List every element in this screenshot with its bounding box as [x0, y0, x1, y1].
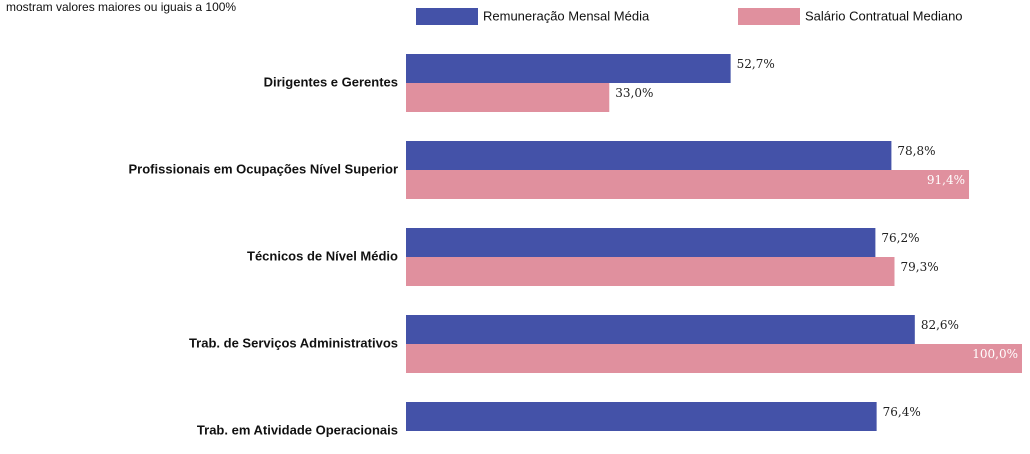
- value-label: 52,7%: [737, 57, 775, 71]
- legend-label: Salário Contratual Mediano: [805, 8, 963, 23]
- category-label: Dirigentes e Gerentes: [264, 74, 398, 89]
- category-label: Trab. de Serviços Administrativos: [189, 335, 398, 350]
- bar: [406, 257, 895, 286]
- bar: [406, 228, 876, 257]
- legend-swatch: [416, 8, 478, 25]
- value-label: 82,6%: [921, 318, 959, 332]
- value-label: 79,3%: [900, 260, 938, 274]
- bar: [406, 170, 970, 199]
- value-label: 76,4%: [883, 405, 921, 419]
- bar: [406, 315, 915, 344]
- category-label: Técnicos de Nível Médio: [247, 248, 398, 263]
- value-label: 76,2%: [881, 231, 919, 245]
- category-label: Trab. em Atividade Operacionais: [197, 422, 398, 437]
- legend-label: Remuneração Mensal Média: [483, 8, 650, 23]
- bar: [406, 344, 1022, 373]
- value-label: 33,0%: [615, 86, 653, 100]
- value-label: 78,8%: [897, 144, 935, 158]
- bar: [406, 402, 877, 431]
- bar: [406, 54, 731, 83]
- note: mostram valores maiores ou iguais a 100%: [6, 0, 236, 14]
- bar: [406, 141, 892, 170]
- category-label: Profissionais em Ocupações Nível Superio…: [129, 161, 398, 176]
- value-label: 100,0%: [972, 347, 1018, 361]
- value-label: 91,4%: [927, 173, 965, 187]
- legend-swatch: [738, 8, 800, 25]
- bar: [406, 83, 610, 112]
